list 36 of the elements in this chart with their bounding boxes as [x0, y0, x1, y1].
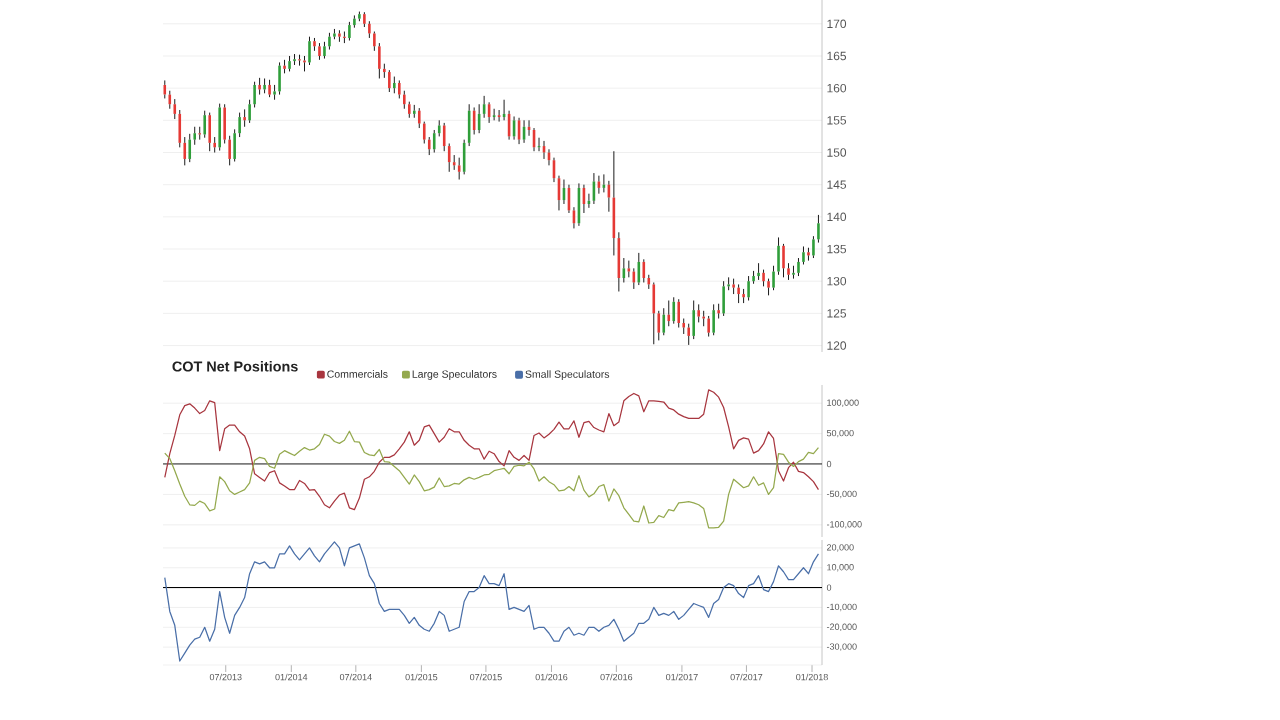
x-tick-label: 07/2017 — [730, 673, 763, 681]
y-tick-label: 130 — [827, 276, 847, 286]
x-tick-label: 07/2016 — [600, 673, 633, 681]
chart-title: COT Net Positions — [172, 361, 298, 372]
x-tick-label: 01/2018 — [796, 673, 828, 681]
y-tick-label: 155 — [827, 116, 847, 125]
x-tick-label: 01/2017 — [666, 673, 698, 681]
y-tick-label: -10,000 — [826, 603, 857, 612]
x-tick-label: 01/2014 — [275, 673, 308, 681]
legend-label: Large Speculators — [412, 370, 497, 380]
y-tick-label: 140 — [827, 212, 847, 222]
y-tick-label: 20,000 — [826, 544, 854, 552]
y-tick-label: 135 — [827, 244, 847, 254]
y-tick-label: 160 — [827, 83, 847, 93]
legend-label: Small Speculators — [525, 370, 610, 380]
x-tick-label: 01/2015 — [405, 673, 438, 681]
y-tick-label: -30,000 — [826, 643, 857, 651]
y-tick-label: 0 — [826, 460, 832, 468]
y-tick-label: 0 — [826, 584, 832, 591]
y-tick-label: 50,000 — [826, 429, 854, 438]
legend-label: Commercials — [327, 370, 388, 378]
y-tick-label: -100,000 — [826, 521, 862, 529]
y-tick-label: 10,000 — [827, 564, 854, 572]
x-tick-label: 01/2016 — [535, 673, 568, 681]
y-tick-label: 150 — [827, 148, 847, 157]
y-tick-label: 125 — [827, 309, 847, 318]
y-tick-label: -20,000 — [826, 623, 857, 631]
y-tick-label: -50,000 — [826, 490, 857, 499]
y-tick-label: 145 — [827, 180, 847, 189]
y-tick-label: 120 — [827, 341, 847, 350]
y-tick-label: 100,000 — [827, 399, 859, 407]
x-tick-label: 07/2015 — [469, 673, 502, 681]
y-tick-label: 165 — [827, 51, 847, 61]
x-tick-label: 07/2013 — [209, 673, 242, 681]
x-tick-label: 07/2014 — [339, 673, 372, 681]
y-tick-label: 170 — [827, 19, 847, 29]
